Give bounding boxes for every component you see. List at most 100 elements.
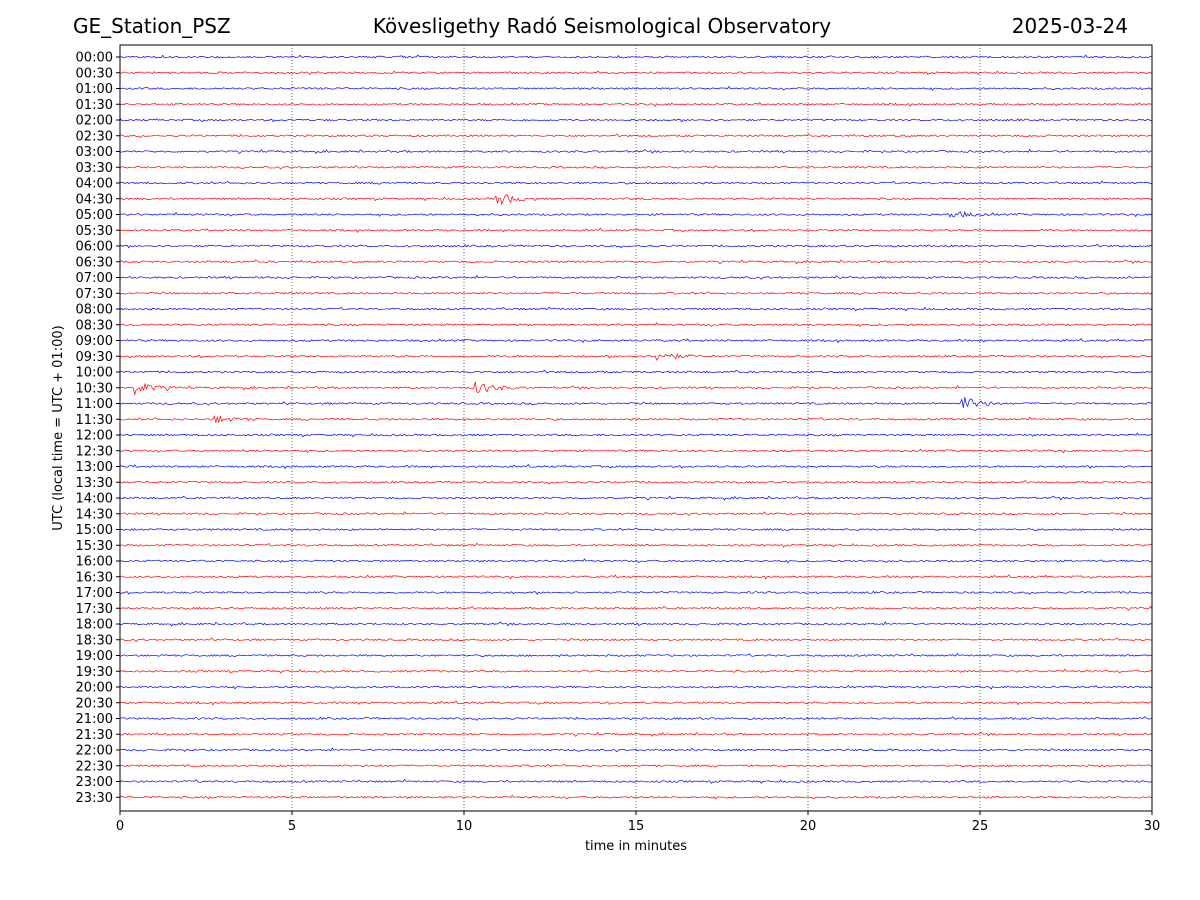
trace-row-0400 — [119, 180, 1153, 185]
y-tick-label: 05:00 — [76, 208, 113, 223]
y-tick-label: 09:30 — [76, 350, 113, 365]
trace-row-0630 — [119, 259, 1153, 265]
y-tick-label: 15:30 — [76, 539, 113, 554]
trace-row-1300 — [119, 463, 1153, 470]
x-axis: 0 5 10 15 20 25 30 — [116, 811, 1160, 834]
trace-row-1700 — [119, 590, 1153, 595]
y-tick-label: 15:00 — [76, 523, 113, 538]
y-tick-label: 11:00 — [76, 397, 113, 412]
y-tick-label: 17:00 — [76, 586, 113, 601]
trace-row-1130 — [119, 415, 1153, 423]
x-tick-label: 0 — [116, 819, 124, 834]
trace-row-0030 — [119, 70, 1153, 76]
y-tick-label: 01:00 — [76, 82, 113, 97]
trace-row-1230 — [119, 448, 1153, 454]
trace-row-1030 — [119, 381, 1153, 396]
trace-row-0800 — [119, 306, 1153, 312]
trace-row-0230 — [119, 133, 1153, 139]
y-tick-label: 21:30 — [76, 728, 113, 743]
x-tick-label: 15 — [628, 819, 645, 834]
trace-row-1430 — [119, 511, 1153, 517]
y-tick-label: 16:30 — [76, 570, 113, 585]
trace-row-0600 — [119, 243, 1153, 249]
y-tick-label: 13:00 — [76, 460, 113, 475]
trace-row-0930 — [119, 353, 1153, 361]
y-tick-label: 06:00 — [76, 240, 113, 255]
trace-row-0000 — [119, 54, 1153, 59]
trace-row-0700 — [119, 274, 1153, 280]
y-tick-label: 00:30 — [76, 66, 113, 81]
y-tick-label: 05:30 — [76, 224, 113, 239]
seismic-traces — [119, 54, 1153, 800]
y-tick-label: 00:00 — [76, 51, 113, 66]
y-tick-label: 22:00 — [76, 744, 113, 759]
trace-row-1830 — [119, 637, 1153, 643]
y-tick-label: 23:00 — [76, 775, 113, 790]
trace-row-1100 — [119, 397, 1153, 408]
y-tick-label: 03:30 — [76, 161, 113, 176]
y-tick-label: 16:00 — [76, 555, 113, 570]
x-tick-label: 30 — [1144, 819, 1161, 834]
y-tick-label: 12:30 — [76, 444, 113, 459]
trace-row-2130 — [119, 731, 1153, 737]
trace-row-0730 — [119, 291, 1153, 295]
trace-row-2300 — [119, 778, 1153, 784]
trace-row-0430 — [119, 194, 1153, 206]
trace-row-2200 — [119, 747, 1153, 753]
station-name: GE_Station_PSZ — [73, 14, 231, 38]
y-tick-label: 04:00 — [76, 177, 113, 192]
trace-row-1730 — [119, 605, 1153, 611]
trace-row-1400 — [119, 495, 1153, 501]
y-tick-label: 20:30 — [76, 696, 113, 711]
trace-row-0300 — [119, 148, 1153, 155]
trace-row-1200 — [119, 432, 1153, 438]
trace-row-1500 — [119, 527, 1153, 532]
y-tick-label: 07:00 — [76, 271, 113, 286]
y-tick-label: 03:00 — [76, 145, 113, 160]
x-tick-label: 5 — [288, 819, 296, 834]
y-tick-label: 23:30 — [76, 791, 113, 806]
y-tick-label: 02:30 — [76, 129, 113, 144]
y-tick-label: 04:30 — [76, 192, 113, 207]
trace-row-2330 — [119, 794, 1153, 800]
y-tick-label: 14:30 — [76, 507, 113, 522]
trace-row-0500 — [119, 211, 1153, 218]
trace-row-0830 — [119, 322, 1153, 328]
y-tick-label: 18:00 — [76, 618, 113, 633]
y-tick-label: 06:30 — [76, 255, 113, 270]
grid-lines — [291, 45, 981, 811]
trace-row-1800 — [119, 621, 1153, 627]
y-tick-label: 14:00 — [76, 492, 113, 507]
trace-row-1630 — [119, 574, 1153, 580]
y-tick-label: 11:30 — [76, 413, 113, 428]
trace-row-0100 — [119, 85, 1153, 91]
y-tick-label: 01:30 — [76, 98, 113, 113]
trace-row-0200 — [119, 117, 1153, 123]
trace-row-0900 — [119, 337, 1153, 344]
y-tick-label: 02:00 — [76, 114, 113, 129]
y-tick-label: 17:30 — [76, 602, 113, 617]
trace-row-2000 — [120, 684, 1153, 690]
y-tick-label: 12:00 — [76, 429, 113, 444]
y-tick-label: 08:00 — [76, 303, 113, 318]
trace-row-2030 — [119, 700, 1153, 706]
trace-row-1330 — [119, 479, 1153, 485]
y-tick-label: 10:00 — [76, 366, 113, 381]
trace-row-2100 — [119, 716, 1153, 721]
chart-date: 2025-03-24 — [1011, 14, 1128, 38]
y-axis: 00:0000:3001:0001:3002:0002:3003:0003:30… — [76, 51, 120, 806]
y-tick-label: 20:00 — [76, 681, 113, 696]
trace-row-1600 — [119, 558, 1153, 564]
y-tick-label: 10:30 — [76, 381, 113, 396]
y-tick-label: 08:30 — [76, 318, 113, 333]
trace-row-0530 — [119, 227, 1153, 233]
x-tick-label: 20 — [800, 819, 817, 834]
trace-row-0330 — [119, 164, 1153, 170]
trace-row-1930 — [119, 668, 1153, 674]
y-tick-label: 13:30 — [76, 476, 113, 491]
y-tick-label: 09:00 — [76, 334, 113, 349]
y-tick-label: 19:30 — [76, 665, 113, 680]
x-tick-label: 10 — [456, 819, 473, 834]
y-axis-label: UTC (local time = UTC + 01:00) — [51, 325, 66, 530]
